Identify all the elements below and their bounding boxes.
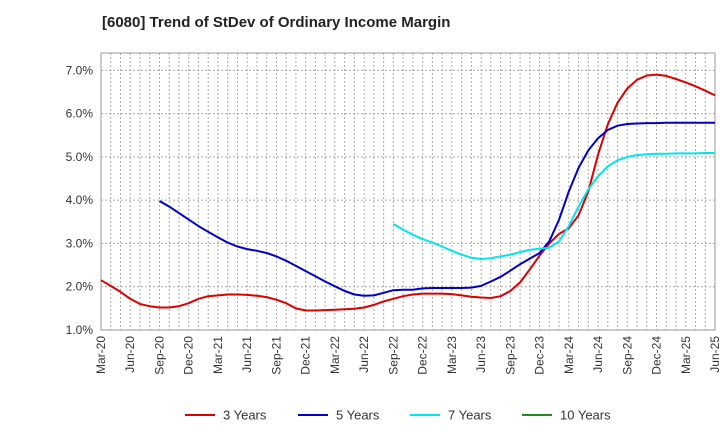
y-tick-label: 6.0%: [66, 107, 94, 121]
x-tick-label: Jun-21: [240, 336, 254, 373]
x-tick-label: Dec-22: [416, 336, 430, 375]
series-line-7-years: [392, 152, 715, 260]
y-tick-label: 4.0%: [66, 193, 94, 207]
y-axis: 1.0% 2.0% 3.0% 4.0% 5.0% 6.0% 7.0%: [66, 63, 94, 337]
y-tick-label: 3.0%: [66, 236, 94, 250]
x-tick-label: Jun-25: [708, 336, 720, 373]
x-tick-label: Mar-25: [679, 336, 693, 374]
x-tick-label: Jun-24: [591, 336, 605, 373]
y-tick-label: 7.0%: [66, 63, 94, 77]
x-tick-label: Mar-21: [211, 336, 225, 374]
x-tick-label: Mar-22: [328, 336, 342, 374]
legend-label: 3 Years: [223, 408, 267, 423]
x-tick-label: Mar-20: [94, 336, 108, 374]
legend-label: 7 Years: [448, 408, 492, 423]
series-lines: [100, 73, 716, 312]
x-tick-label: Mar-23: [445, 336, 459, 374]
x-tick-label: Jun-22: [357, 336, 371, 373]
x-tick-label: Sep-21: [269, 336, 283, 375]
series-line-3-years: [100, 73, 716, 312]
x-tick-label: Dec-23: [533, 336, 547, 375]
x-tick-label: Mar-24: [562, 336, 576, 374]
series-line-5-years: [159, 121, 715, 297]
legend-label: 5 Years: [336, 408, 380, 423]
x-tick-label: Dec-21: [299, 336, 313, 375]
x-tick-label: Jun-20: [123, 336, 137, 373]
y-tick-label: 5.0%: [66, 150, 94, 164]
x-tick-label: Dec-24: [650, 336, 664, 375]
chart-title: [6080] Trend of StDev of Ordinary Income…: [102, 14, 451, 31]
x-tick-label: Jun-23: [474, 336, 488, 373]
y-tick-label: 1.0%: [66, 323, 94, 337]
plot-frame: [100, 52, 716, 331]
x-tick-label: Sep-22: [386, 336, 400, 375]
x-tick-label: Sep-23: [503, 336, 517, 375]
y-tick-label: 2.0%: [66, 280, 94, 294]
legend: 3 Years 5 Years 7 Years 10 Years: [185, 408, 611, 423]
x-tick-label: Dec-20: [182, 336, 196, 375]
x-tick-label: Sep-20: [152, 336, 166, 375]
x-tick-label: Sep-24: [620, 336, 634, 375]
x-axis: Mar-20 Jun-20 Sep-20 Dec-20 Mar-21 Jun-21 Sep-…: [94, 336, 720, 375]
legend-label: 10 Years: [560, 408, 611, 423]
